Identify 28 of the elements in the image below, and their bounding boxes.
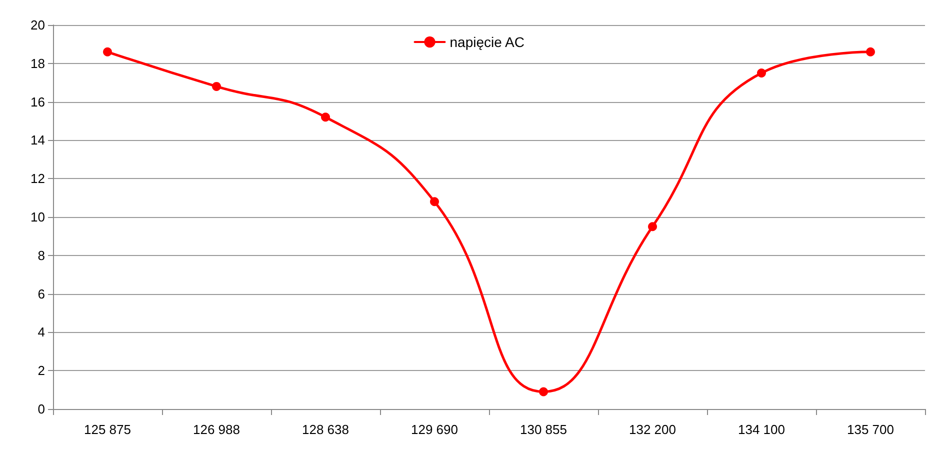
y-tick-label: 12 <box>30 171 45 186</box>
y-tick-label: 20 <box>30 18 45 32</box>
y-tick-label: 8 <box>38 248 45 263</box>
y-tick-label: 16 <box>30 94 45 110</box>
point <box>430 197 439 206</box>
y-tick-label: 2 <box>38 363 45 378</box>
point <box>212 82 221 91</box>
x-tick-label: 125 875 <box>84 422 131 437</box>
y-tick-label: 10 <box>30 210 45 224</box>
point <box>866 47 875 56</box>
y-tick-label: 4 <box>38 324 45 340</box>
y-tick-label: 6 <box>38 286 45 302</box>
y-tick-label: 14 <box>30 132 45 148</box>
point <box>103 47 112 56</box>
point <box>648 222 657 232</box>
point <box>539 387 548 396</box>
y-tick-label: 0 <box>38 402 45 416</box>
legend-label: napięcie AC <box>450 34 524 50</box>
x-tick-label: 126 988 <box>193 422 240 437</box>
x-tick-label: 134 100 <box>738 422 785 437</box>
x-tick-label: 129 690 <box>411 422 458 437</box>
x-tick-label: 132 200 <box>629 422 676 437</box>
point <box>757 68 766 78</box>
y-tick-label: 18 <box>30 56 45 71</box>
point <box>321 112 330 122</box>
x-tick-label: 130 855 <box>520 422 567 437</box>
x-tick-label: 135 700 <box>847 422 894 437</box>
x-tick-label: 128 638 <box>302 422 349 437</box>
